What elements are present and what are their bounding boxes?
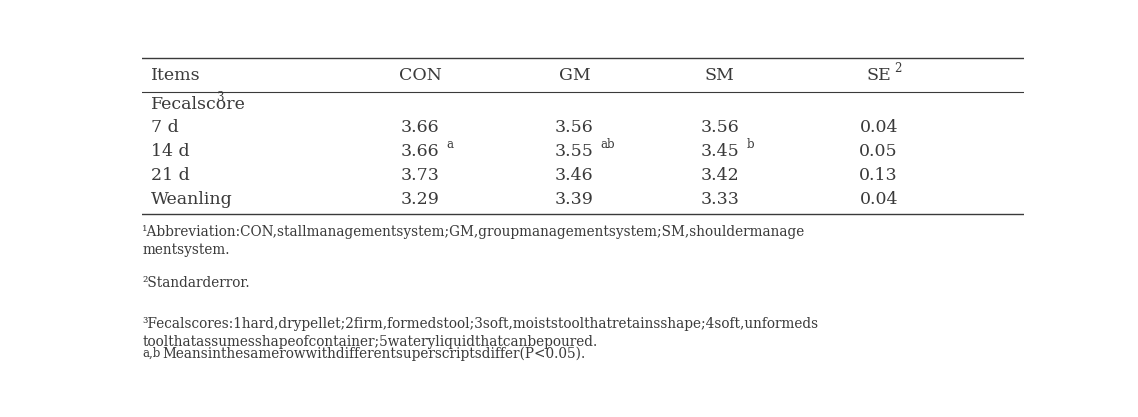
Text: 0.04: 0.04: [859, 118, 898, 136]
Text: 3: 3: [216, 91, 224, 104]
Text: Fecalscore: Fecalscore: [151, 96, 246, 113]
Text: ²Standarderror.: ²Standarderror.: [142, 276, 250, 290]
Text: CON: CON: [398, 67, 442, 84]
Text: a,b: a,b: [142, 347, 160, 360]
Text: SE: SE: [866, 67, 891, 84]
Text: 3.39: 3.39: [555, 191, 594, 208]
Text: 3.66: 3.66: [401, 118, 439, 136]
Text: 3.73: 3.73: [401, 167, 439, 184]
Text: 0.04: 0.04: [859, 191, 898, 208]
Text: 3.42: 3.42: [701, 167, 740, 184]
Text: Meansinthesamerowwithdifferentsuperscriptsdiffer(P<0.05).: Meansinthesamerowwithdifferentsuperscrip…: [163, 347, 586, 362]
Text: GM: GM: [559, 67, 591, 84]
Text: 3.29: 3.29: [401, 191, 439, 208]
Text: 14 d: 14 d: [151, 143, 190, 160]
Text: 0.05: 0.05: [859, 143, 898, 160]
Text: SM: SM: [704, 67, 735, 84]
Text: 0.13: 0.13: [859, 167, 898, 184]
Text: ab: ab: [601, 138, 616, 151]
Text: 21 d: 21 d: [151, 167, 190, 184]
Text: a: a: [446, 138, 453, 151]
Text: 3.33: 3.33: [701, 191, 740, 208]
Text: 3.66: 3.66: [401, 143, 439, 160]
Text: Weanling: Weanling: [151, 191, 233, 208]
Text: 3.56: 3.56: [701, 118, 740, 136]
Text: 3.55: 3.55: [555, 143, 594, 160]
Text: Items: Items: [151, 67, 200, 84]
Text: b: b: [747, 138, 753, 151]
Text: 7 d: 7 d: [151, 118, 179, 136]
Text: ¹Abbreviation:CON,stallmanagementsystem;GM,groupmanagementsystem;SM,shouldermana: ¹Abbreviation:CON,stallmanagementsystem;…: [142, 225, 806, 257]
Text: 2: 2: [894, 62, 902, 75]
Text: 3.46: 3.46: [555, 167, 594, 184]
Text: ³Fecalscores:1hard,drypellet;2firm,formedstool;3soft,moiststoolthatretainsshape;: ³Fecalscores:1hard,drypellet;2firm,forme…: [142, 317, 818, 349]
Text: 3.56: 3.56: [555, 118, 594, 136]
Text: 3.45: 3.45: [701, 143, 740, 160]
